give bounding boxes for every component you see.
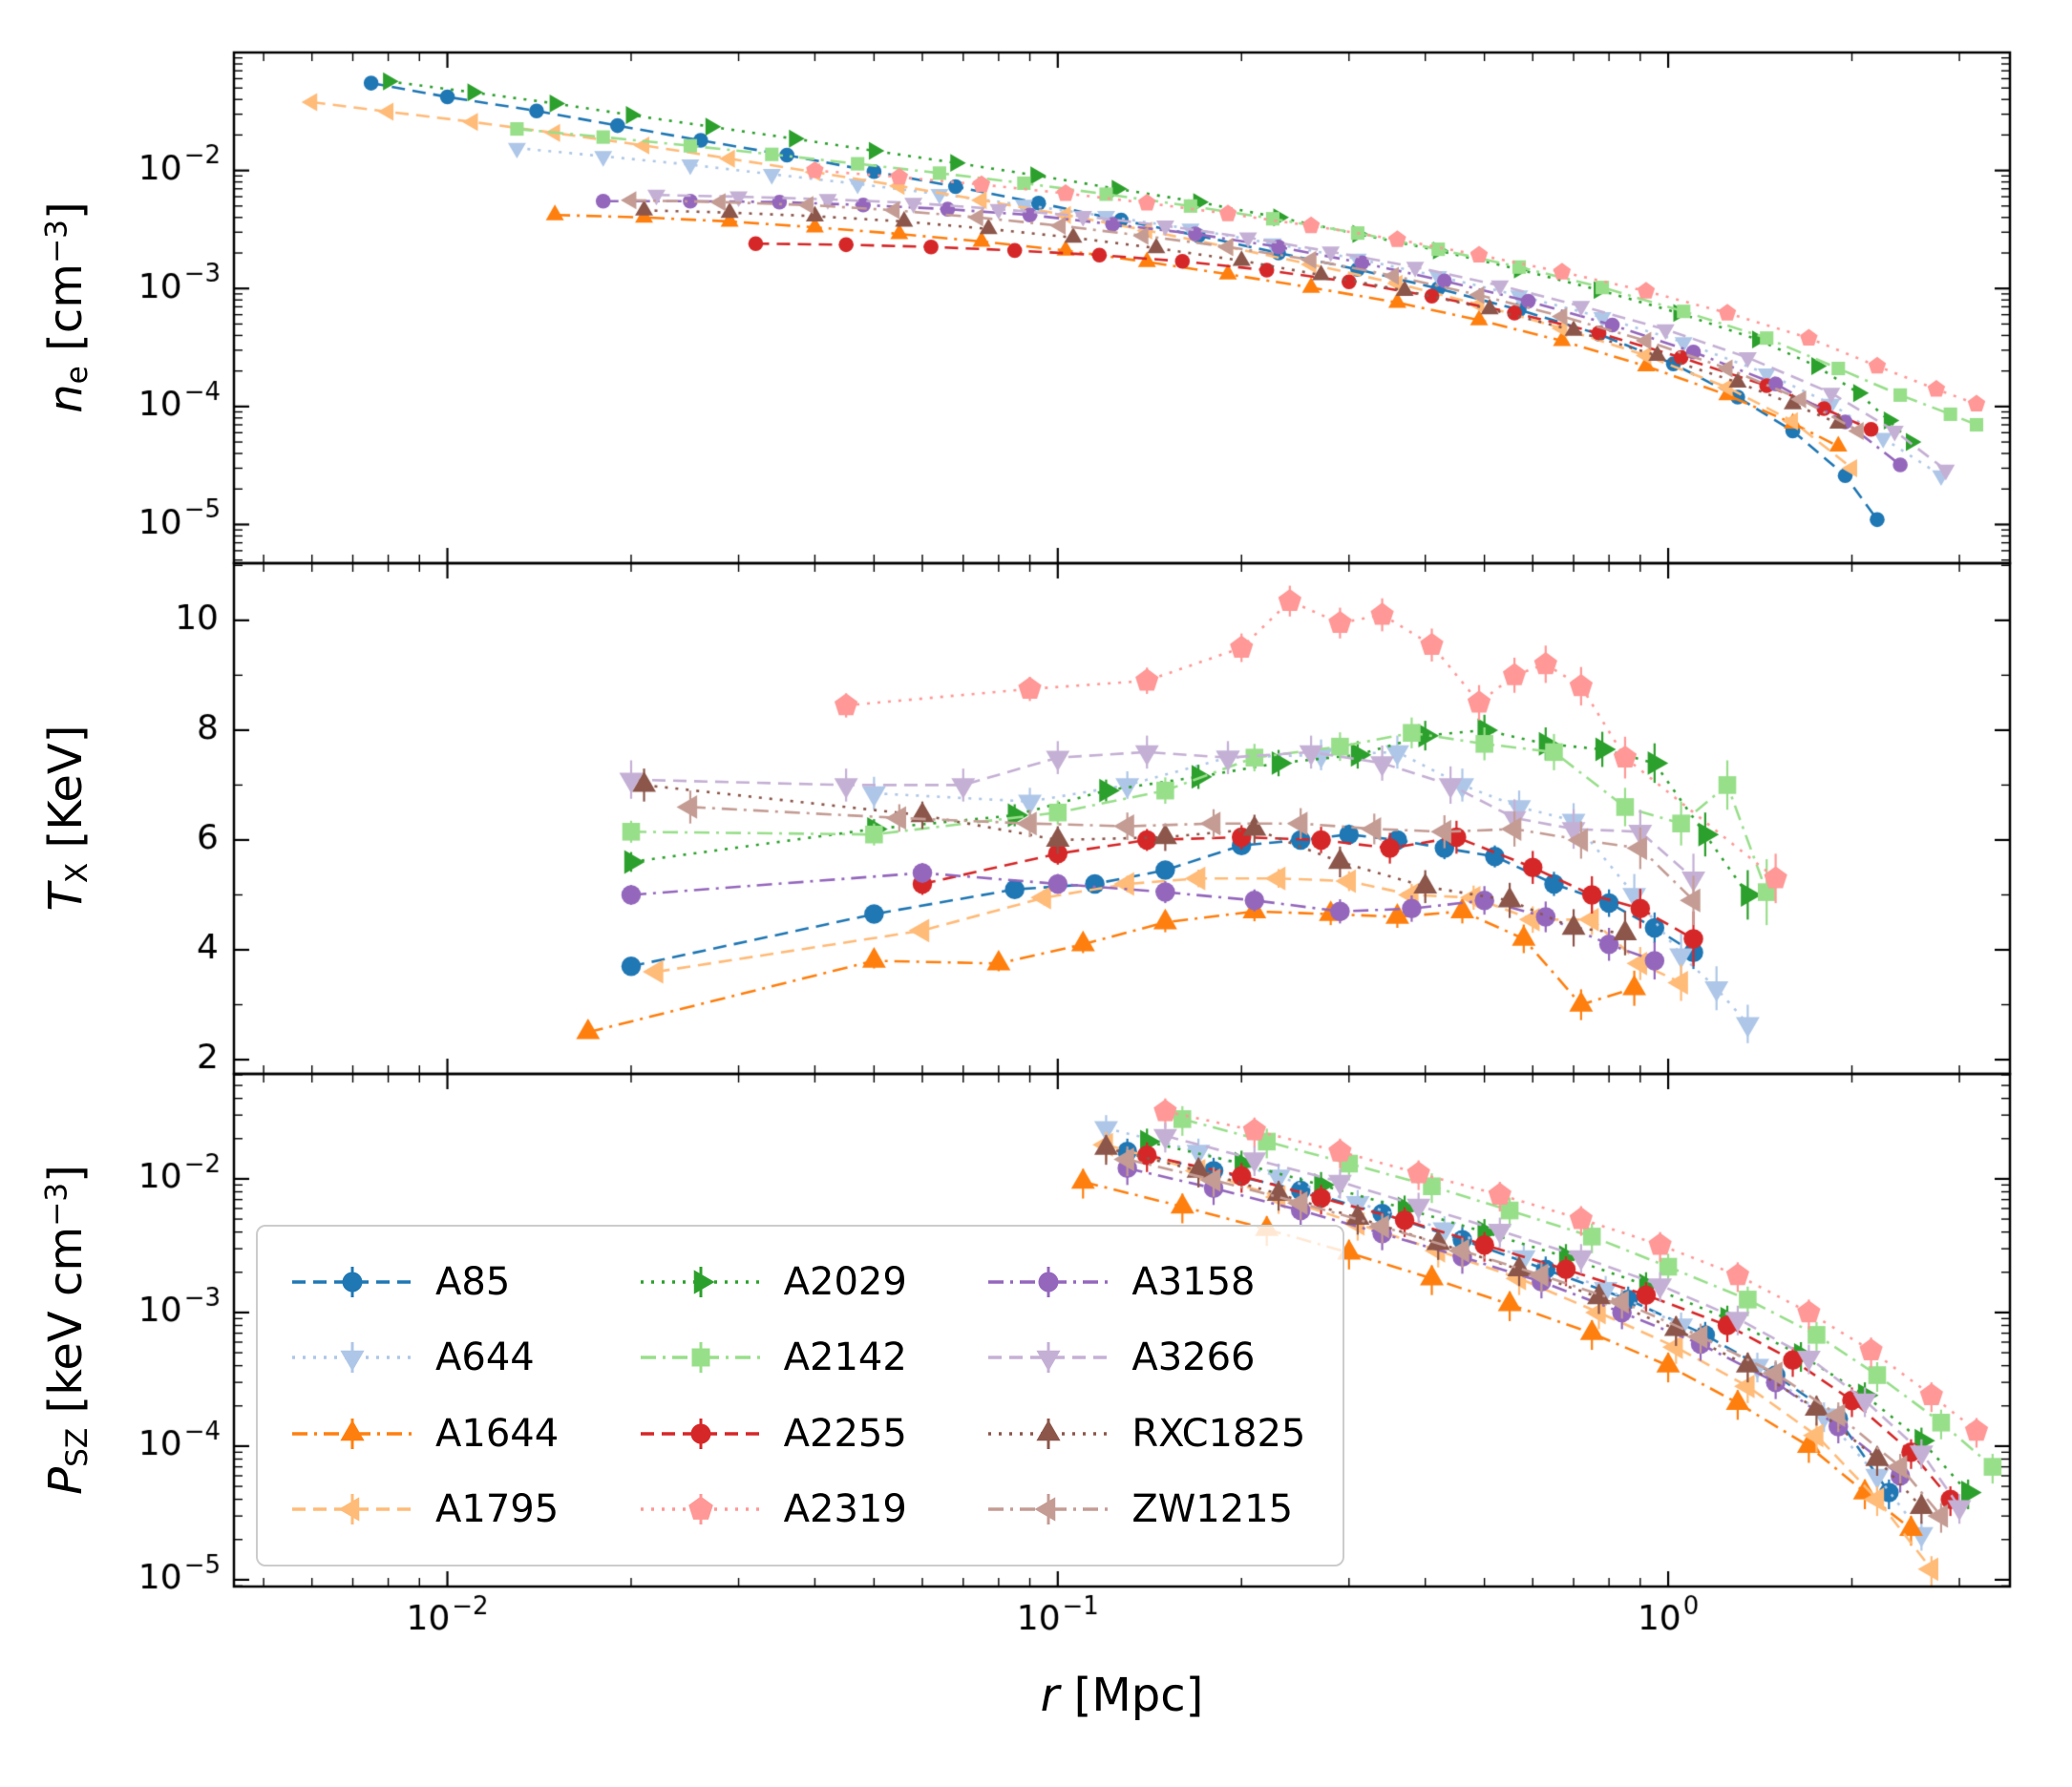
pentagon-marker-icon	[639, 1488, 763, 1530]
square-marker-icon	[639, 1336, 763, 1378]
y-axis-label-tx: TX [KeV]	[38, 725, 95, 912]
legend-label: A1795	[435, 1487, 560, 1532]
legend-label: RXC1825	[1131, 1411, 1306, 1456]
legend-label: A85	[435, 1259, 511, 1304]
triangle-right-marker-icon	[639, 1261, 763, 1303]
legend-item-a2255: A2255	[639, 1413, 962, 1455]
legend-item-a2142: A2142	[639, 1336, 962, 1378]
circle-marker-icon	[986, 1261, 1110, 1303]
legend-item-a2319: A2319	[639, 1488, 962, 1530]
legend-label: A2319	[783, 1487, 907, 1532]
circle-marker-icon	[290, 1261, 414, 1303]
legend-label: A1644	[435, 1411, 560, 1456]
legend-item-rxc1825: RXC1825	[986, 1413, 1310, 1455]
triangle-left-marker-icon	[290, 1488, 414, 1530]
legend-label: A2142	[783, 1335, 907, 1380]
legend-label: A3158	[1131, 1259, 1256, 1304]
legend-item-a3266: A3266	[986, 1336, 1310, 1378]
legend-item-a1795: A1795	[290, 1488, 614, 1530]
legend-label: A2029	[783, 1259, 907, 1304]
legend-item-a85: A85	[290, 1261, 614, 1303]
triangle-up-marker-icon	[290, 1413, 414, 1455]
legend-label: ZW1215	[1131, 1487, 1294, 1532]
legend-item-a1644: A1644	[290, 1413, 614, 1455]
legend-label: A3266	[1131, 1335, 1256, 1380]
legend-item-zw1215: ZW1215	[986, 1488, 1310, 1530]
x-axis-label: r [Mpc]	[1040, 1669, 1204, 1722]
legend: A85 A644 A1644 A1795 A2029 A2142 A2255 A2319 A31…	[256, 1225, 1344, 1566]
legend-item-a2029: A2029	[639, 1261, 962, 1303]
y-axis-label-psz: PSZ [keV cm−3]	[38, 1165, 95, 1495]
y-axis-label-ne: ne [cm−3]	[38, 201, 95, 413]
circle-marker-icon	[639, 1413, 763, 1455]
legend-label: A644	[435, 1335, 535, 1380]
triangle-down-marker-icon	[986, 1336, 1110, 1378]
triangle-down-marker-icon	[290, 1336, 414, 1378]
triangle-left-marker-icon	[986, 1488, 1110, 1530]
legend-item-a3158: A3158	[986, 1261, 1310, 1303]
triangle-up-marker-icon	[986, 1413, 1110, 1455]
legend-label: A2255	[783, 1411, 907, 1456]
legend-item-a644: A644	[290, 1336, 614, 1378]
